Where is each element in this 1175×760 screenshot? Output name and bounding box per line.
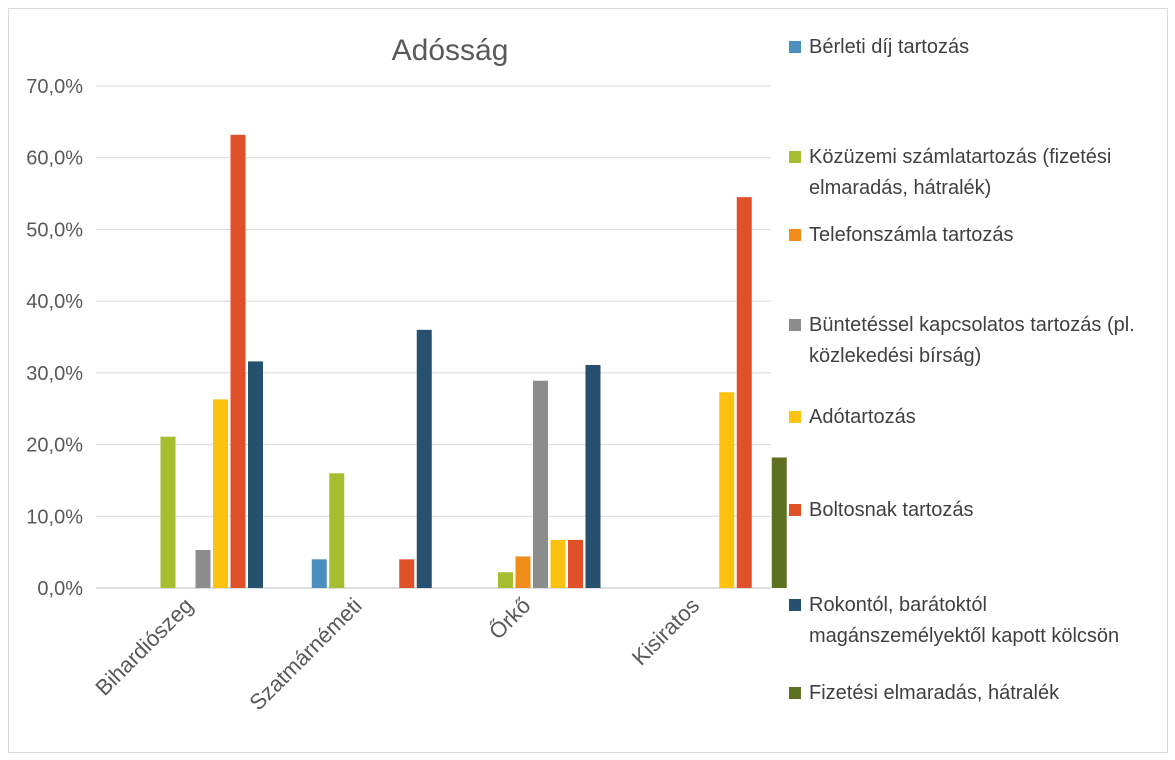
chart-frame: Adósság 0,0% 10,0% 20,0% 30,0% 40,0% 50,0% 60,…: [8, 8, 1168, 753]
bar: [498, 572, 513, 588]
y-tick-label: 30,0%: [26, 363, 83, 385]
grid-layer: [96, 85, 771, 589]
legend-label: Rokontól, barátoktól magánszemélyektől ka…: [809, 594, 1119, 647]
bar: [213, 399, 228, 588]
chart-title: Adósság: [392, 34, 509, 67]
bar: [248, 361, 263, 588]
legend-marker: [789, 319, 801, 331]
bar: [399, 559, 415, 588]
legend-marker: [789, 151, 801, 163]
legend: Bérleti díj tartozás Közüzemi számlatarto…: [789, 36, 1135, 704]
bar: [195, 549, 211, 588]
bar: [311, 559, 327, 588]
bars-layer: [160, 134, 787, 588]
bar: [416, 329, 432, 588]
y-tick-label: 10,0%: [26, 506, 83, 528]
category-label: Szatmárnémeti: [244, 593, 366, 715]
legend-marker: [789, 41, 801, 53]
y-axis: 0,0% 10,0% 20,0% 30,0% 40,0% 50,0% 60,0% 70,0%: [26, 76, 83, 600]
legend-label: Közüzemi számlatartozás (fizetési elmarad…: [809, 146, 1111, 199]
bar: [719, 392, 735, 588]
bar: [550, 539, 566, 588]
y-tick-label: 60,0%: [26, 148, 83, 170]
y-tick-label: 0,0%: [37, 578, 83, 600]
x-axis: Bihardiószeg Szatmárnémeti Őrkő Kisiratos: [90, 593, 704, 715]
legend-marker: [789, 687, 801, 699]
legend-label: Bérleti díj tartozás: [809, 36, 969, 58]
legend-marker: [789, 599, 801, 611]
y-tick-label: 70,0%: [26, 76, 83, 98]
legend-marker: [789, 504, 801, 516]
bar: [160, 436, 176, 588]
legend-label: Fizetési elmaradás, hátralék: [809, 682, 1060, 704]
category-label: Kisiratos: [627, 593, 704, 670]
bar: [736, 197, 752, 588]
legend-marker: [789, 411, 801, 423]
bar: [533, 380, 548, 588]
category-label: Őrkő: [484, 593, 535, 644]
bar: [585, 364, 601, 588]
bar: [771, 457, 787, 588]
legend-label: Telefonszámla tartozás: [809, 224, 1014, 246]
legend-marker: [789, 229, 801, 241]
bar: [329, 473, 345, 588]
y-tick-label: 20,0%: [26, 435, 83, 457]
legend-label: Adótartozás: [809, 406, 916, 428]
bar: [515, 556, 531, 588]
y-tick-label: 50,0%: [26, 219, 83, 241]
bar: [568, 539, 583, 588]
legend-label: Boltosnak tartozás: [809, 499, 974, 521]
category-label: Bihardiószeg: [90, 593, 198, 701]
bar: [230, 134, 246, 588]
legend-label: Büntetéssel kapcsolatos tartozás (pl. köz…: [809, 314, 1135, 367]
y-tick-label: 40,0%: [26, 291, 83, 313]
chart-svg: Adósság 0,0% 10,0% 20,0% 30,0% 40,0% 50,0% 60,…: [26, 34, 1135, 715]
